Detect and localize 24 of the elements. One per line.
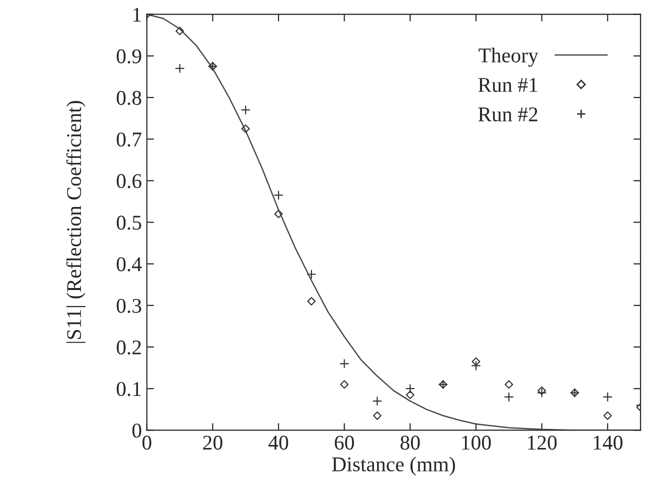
y-tick-label: 0.4: [116, 257, 142, 272]
legend-label: Run #1: [478, 78, 538, 92]
x-tick-label: 100: [462, 436, 491, 450]
legend-label: Theory: [478, 48, 538, 67]
y-tick-label: 0.3: [116, 298, 142, 313]
x-tick-label: 80: [400, 436, 420, 450]
x-axis-title: Distance (mm): [332, 456, 455, 476]
x-tick-label: 120: [528, 436, 557, 450]
x-tick-label: 20: [203, 436, 222, 450]
y-tick-label: 0.7: [116, 132, 142, 147]
legend-label: Run #2: [478, 107, 538, 122]
y-tick-label: 0.1: [116, 382, 141, 396]
y-tick-label: 1: [133, 8, 141, 22]
y-tick-label: 0.2: [116, 340, 141, 355]
y-tick-label: 0.5: [116, 216, 142, 230]
x-tick-label: 0: [142, 436, 152, 450]
y-tick-label: 0.8: [116, 90, 142, 106]
x-tick-label: 140: [594, 436, 622, 450]
y-tick-label: 0.6: [116, 174, 142, 188]
y-tick-label: 0.9: [116, 49, 142, 64]
x-tick-label: 60: [334, 436, 354, 450]
y-axis-title: |S11| (Reflection Coefficient): [66, 100, 86, 343]
y-tick-label: 0: [132, 424, 142, 438]
x-tick-label: 40: [268, 436, 288, 450]
